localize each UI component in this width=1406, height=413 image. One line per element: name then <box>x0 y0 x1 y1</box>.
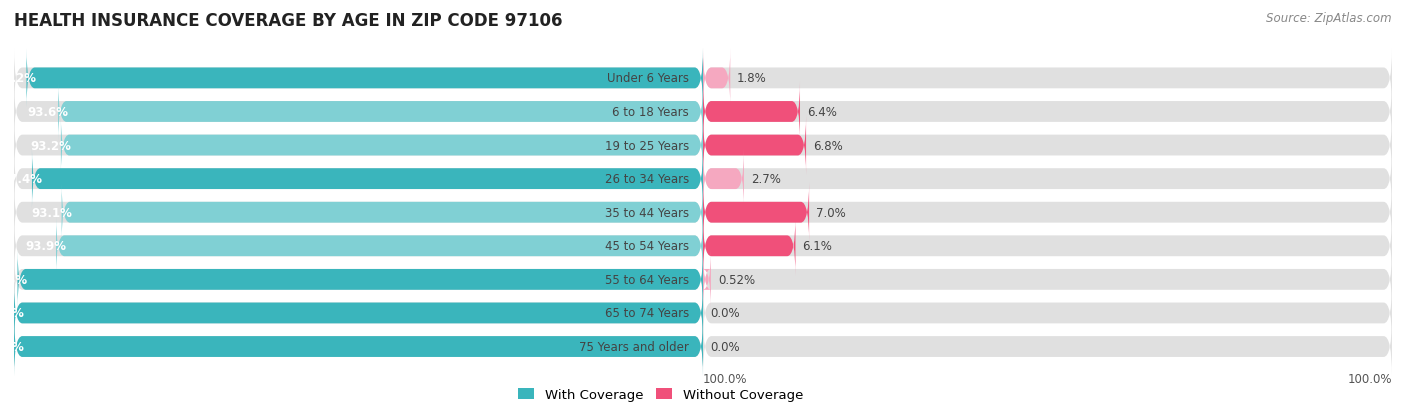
Text: 93.1%: 93.1% <box>31 206 72 219</box>
FancyBboxPatch shape <box>703 216 796 276</box>
FancyBboxPatch shape <box>56 216 703 276</box>
FancyBboxPatch shape <box>703 82 1392 142</box>
FancyBboxPatch shape <box>703 183 1392 242</box>
Text: 6 to 18 Years: 6 to 18 Years <box>613 106 689 119</box>
Text: 2.7%: 2.7% <box>751 173 780 186</box>
FancyBboxPatch shape <box>17 250 703 309</box>
Text: Source: ZipAtlas.com: Source: ZipAtlas.com <box>1267 12 1392 25</box>
Text: 7.0%: 7.0% <box>815 206 846 219</box>
FancyBboxPatch shape <box>62 183 703 242</box>
FancyBboxPatch shape <box>14 150 703 209</box>
Text: 93.6%: 93.6% <box>28 106 69 119</box>
FancyBboxPatch shape <box>14 250 703 309</box>
Text: 1.8%: 1.8% <box>737 72 766 85</box>
FancyBboxPatch shape <box>14 317 703 377</box>
Text: 100.0%: 100.0% <box>0 307 24 320</box>
Text: 55 to 64 Years: 55 to 64 Years <box>605 273 689 286</box>
Text: Under 6 Years: Under 6 Years <box>607 72 689 85</box>
FancyBboxPatch shape <box>14 283 703 343</box>
Text: 93.9%: 93.9% <box>25 240 66 253</box>
Text: 93.2%: 93.2% <box>31 139 72 152</box>
FancyBboxPatch shape <box>703 49 730 109</box>
Text: 100.0%: 100.0% <box>703 372 748 385</box>
Text: HEALTH INSURANCE COVERAGE BY AGE IN ZIP CODE 97106: HEALTH INSURANCE COVERAGE BY AGE IN ZIP … <box>14 12 562 30</box>
FancyBboxPatch shape <box>14 116 703 176</box>
FancyBboxPatch shape <box>703 116 1392 176</box>
Text: 98.2%: 98.2% <box>0 72 37 85</box>
Legend: With Coverage, Without Coverage: With Coverage, Without Coverage <box>513 383 808 406</box>
Text: 97.4%: 97.4% <box>1 173 42 186</box>
FancyBboxPatch shape <box>703 250 711 309</box>
FancyBboxPatch shape <box>27 49 703 109</box>
FancyBboxPatch shape <box>703 317 1392 377</box>
Text: 99.5%: 99.5% <box>0 273 28 286</box>
Text: 0.52%: 0.52% <box>718 273 755 286</box>
Text: 45 to 54 Years: 45 to 54 Years <box>605 240 689 253</box>
Text: 26 to 34 Years: 26 to 34 Years <box>605 173 689 186</box>
FancyBboxPatch shape <box>703 216 1392 276</box>
Text: 6.4%: 6.4% <box>807 106 837 119</box>
Text: 100.0%: 100.0% <box>1347 372 1392 385</box>
FancyBboxPatch shape <box>14 82 703 142</box>
FancyBboxPatch shape <box>14 183 703 242</box>
Text: 75 Years and older: 75 Years and older <box>579 340 689 353</box>
FancyBboxPatch shape <box>703 49 1392 109</box>
Text: 6.8%: 6.8% <box>813 139 842 152</box>
FancyBboxPatch shape <box>14 49 703 109</box>
FancyBboxPatch shape <box>703 183 808 242</box>
FancyBboxPatch shape <box>703 283 1392 343</box>
FancyBboxPatch shape <box>14 283 703 343</box>
Text: 65 to 74 Years: 65 to 74 Years <box>605 307 689 320</box>
Text: 6.1%: 6.1% <box>803 240 832 253</box>
Text: 19 to 25 Years: 19 to 25 Years <box>605 139 689 152</box>
Text: 35 to 44 Years: 35 to 44 Years <box>605 206 689 219</box>
FancyBboxPatch shape <box>60 116 703 176</box>
FancyBboxPatch shape <box>14 317 703 377</box>
FancyBboxPatch shape <box>58 82 703 142</box>
FancyBboxPatch shape <box>32 150 703 209</box>
FancyBboxPatch shape <box>703 250 1392 309</box>
Text: 0.0%: 0.0% <box>710 307 740 320</box>
Text: 0.0%: 0.0% <box>710 340 740 353</box>
FancyBboxPatch shape <box>703 82 800 142</box>
FancyBboxPatch shape <box>703 116 806 176</box>
FancyBboxPatch shape <box>703 150 744 209</box>
Text: 100.0%: 100.0% <box>0 340 24 353</box>
FancyBboxPatch shape <box>14 216 703 276</box>
FancyBboxPatch shape <box>703 150 1392 209</box>
